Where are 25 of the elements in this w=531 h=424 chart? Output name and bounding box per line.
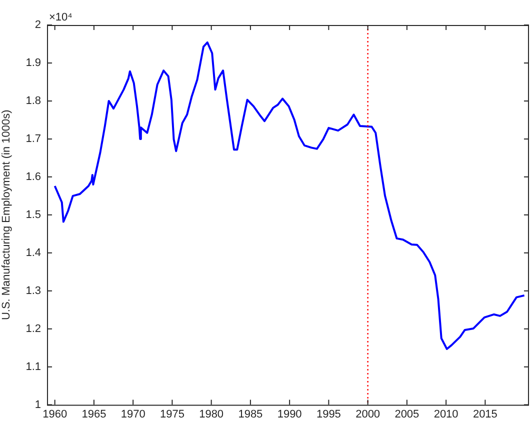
y-tick-label: 1.5	[26, 208, 41, 221]
x-tick-label: 2000	[356, 408, 380, 420]
x-tick-label: 1965	[82, 408, 106, 420]
y-tick-label: 1	[34, 398, 41, 411]
y-tick-label: 1.7	[26, 132, 41, 145]
y-tick-label: 2	[34, 19, 41, 32]
y-tick-label: 1.6	[26, 170, 41, 183]
y-tick-label: 1.4	[26, 246, 41, 259]
x-tick-label: 1995	[316, 408, 341, 420]
x-tick-label: 1975	[160, 408, 184, 420]
y-tick-label: 1.3	[26, 284, 41, 297]
x-tick-label: 2010	[434, 408, 458, 420]
text: ×10⁴	[49, 12, 73, 24]
y-tick-label: 1.9	[26, 57, 41, 70]
x-tick-label: 2015	[472, 408, 498, 420]
x-tick-label: 1960	[42, 408, 68, 420]
y-tick-label: 1.1	[26, 360, 41, 373]
y-tick-label: 1.2	[26, 322, 41, 335]
x-tick-label: 1990	[277, 408, 302, 420]
y-tick-label: 1.8	[26, 94, 41, 107]
x-tick-label: 1970	[120, 408, 146, 420]
x-tick-label: 1985	[238, 408, 263, 420]
x-tick-label: 2005	[394, 408, 420, 420]
y-axis-title: U.S. Manufacturing Employment (in 1000s)	[0, 110, 13, 320]
x-tick-label: 1980	[199, 408, 224, 420]
